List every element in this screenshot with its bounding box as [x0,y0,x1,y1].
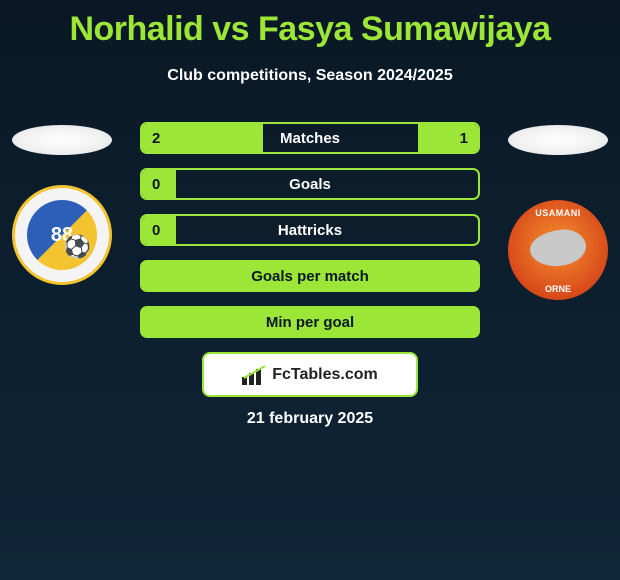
stat-row-matches: 2Matches1 [140,122,480,154]
player-left-club-badge: 88 [12,185,112,285]
player-left-head-placeholder [12,125,112,155]
stat-value-right: 1 [460,130,468,147]
player-right-club-badge: USAMANI ORNE [508,200,608,300]
player-left-column: 88 [2,125,122,285]
brand-box[interactable]: FcTables.com [202,352,418,397]
player-right-badge-bottom-text: ORNE [508,284,608,294]
stat-label: Matches [142,130,478,147]
stat-label: Goals per match [142,268,478,285]
player-right-badge-emblem [529,228,588,269]
date-line: 21 february 2025 [0,410,620,428]
bar-chart-icon [242,365,268,385]
stat-label: Goals [142,176,478,193]
player-right-badge-top-text: USAMANI [508,208,608,218]
stat-row-goals-per-match: Goals per match [140,260,480,292]
stat-row-goals: 0Goals [140,168,480,200]
stats-panel: 2Matches1 0Goals 0Hattricks Goals per match… [140,122,480,338]
player-right-column: USAMANI ORNE [498,125,618,300]
stat-label: Min per goal [142,314,478,331]
stat-label: Hattricks [142,222,478,239]
stat-row-hattricks: 0Hattricks [140,214,480,246]
page-title: Norhalid vs Fasya Sumawijaya [0,0,620,49]
player-right-head-placeholder [508,125,608,155]
stat-row-min-per-goal: Min per goal [140,306,480,338]
brand-text: FcTables.com [272,366,378,384]
subtitle: Club competitions, Season 2024/2025 [0,67,620,85]
player-left-badge-number: 88 [27,200,97,270]
